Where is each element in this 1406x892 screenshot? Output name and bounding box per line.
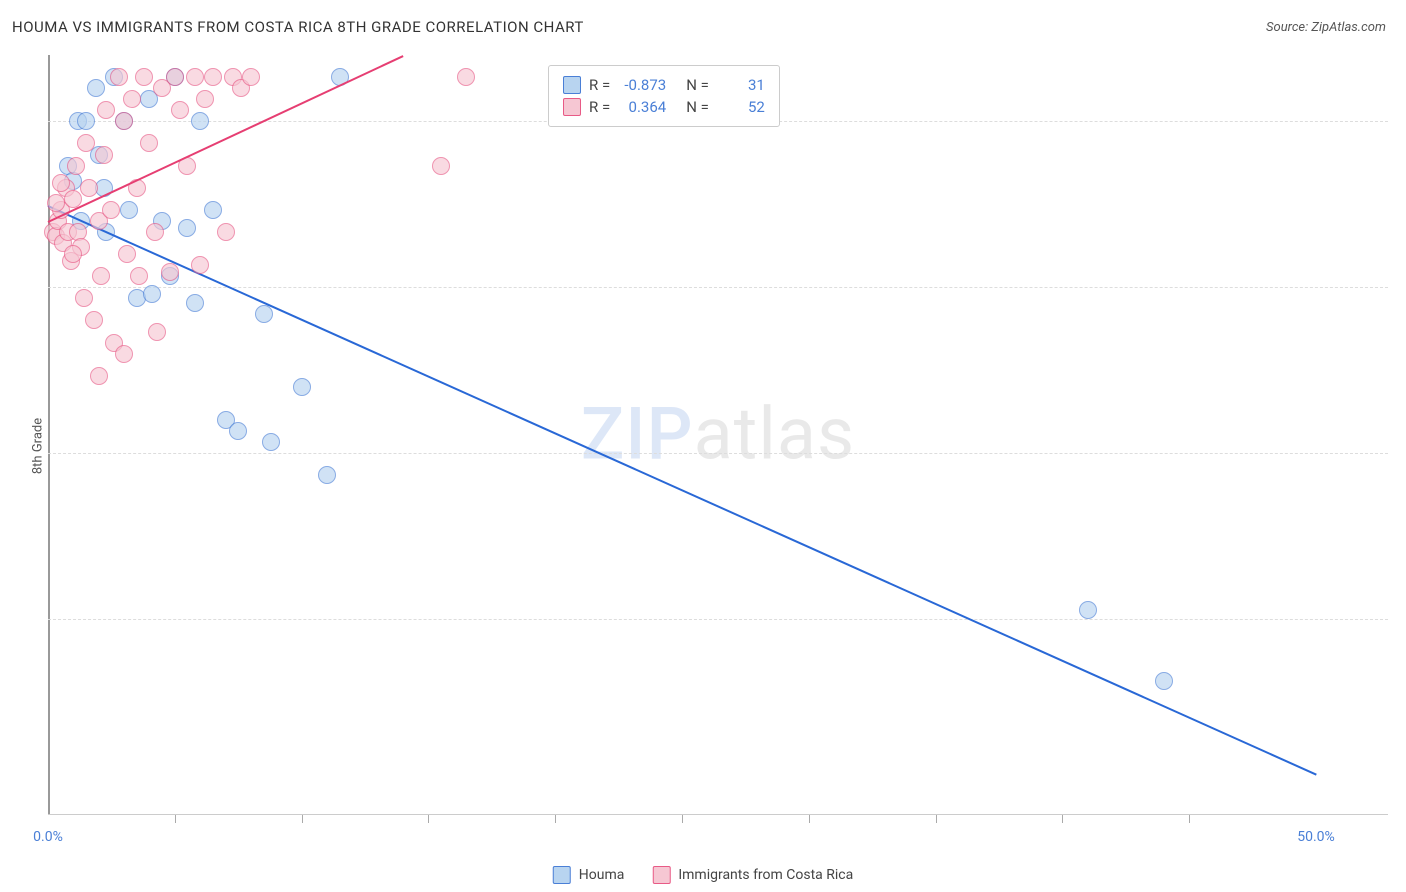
scatter-point bbox=[166, 68, 184, 86]
scatter-point bbox=[64, 245, 82, 263]
scatter-point bbox=[262, 433, 280, 451]
scatter-point bbox=[191, 112, 209, 130]
scatter-point bbox=[432, 157, 450, 175]
chart-container: ZIPatlas 100.0%92.5%85.0%77.5%0.0%50.0%R… bbox=[48, 55, 1388, 845]
scatter-point bbox=[77, 112, 95, 130]
gridline bbox=[48, 287, 1388, 288]
scatter-point bbox=[204, 201, 222, 219]
xtick-mark bbox=[428, 815, 429, 823]
xtick-mark bbox=[302, 815, 303, 823]
scatter-point bbox=[90, 367, 108, 385]
xtick-mark bbox=[555, 815, 556, 823]
scatter-point bbox=[67, 157, 85, 175]
scatter-point bbox=[80, 179, 98, 197]
chart-title: HOUMA VS IMMIGRANTS FROM COSTA RICA 8TH … bbox=[12, 18, 584, 36]
y-axis bbox=[48, 55, 50, 815]
trend-line bbox=[48, 206, 1317, 776]
scatter-point bbox=[52, 174, 70, 192]
scatter-point bbox=[191, 256, 209, 274]
xtick-mark bbox=[682, 815, 683, 823]
xtick-mark bbox=[809, 815, 810, 823]
scatter-point bbox=[293, 378, 311, 396]
scatter-point bbox=[178, 219, 196, 237]
scatter-point bbox=[148, 323, 166, 341]
scatter-point bbox=[255, 305, 273, 323]
plot-area: ZIPatlas 100.0%92.5%85.0%77.5%0.0%50.0%R… bbox=[48, 55, 1388, 845]
bottom-legend: Houma Immigrants from Costa Rica bbox=[553, 866, 854, 884]
watermark-part1: ZIP bbox=[581, 392, 694, 477]
scatter-point bbox=[161, 263, 179, 281]
xtick-mark bbox=[175, 815, 176, 823]
bottom-legend-item: Immigrants from Costa Rica bbox=[652, 866, 853, 884]
scatter-point bbox=[102, 201, 120, 219]
chart-source: Source: ZipAtlas.com bbox=[1266, 20, 1386, 35]
scatter-point bbox=[140, 134, 158, 152]
scatter-point bbox=[47, 194, 65, 212]
bottom-legend-item: Houma bbox=[553, 866, 625, 884]
legend-r-value: 0.364 bbox=[618, 98, 666, 116]
chart-header: HOUMA VS IMMIGRANTS FROM COSTA RICA 8TH … bbox=[0, 0, 1406, 48]
bottom-legend-label: Immigrants from Costa Rica bbox=[678, 867, 853, 883]
xtick-label: 50.0% bbox=[1297, 829, 1335, 845]
legend-swatch bbox=[553, 866, 571, 884]
scatter-point bbox=[217, 223, 235, 241]
scatter-point bbox=[171, 101, 189, 119]
stats-legend-row: R = -0.873 N = 31 bbox=[563, 74, 765, 96]
xtick-label: 0.0% bbox=[33, 829, 63, 845]
scatter-point bbox=[143, 285, 161, 303]
x-axis bbox=[48, 814, 1388, 815]
scatter-point bbox=[123, 90, 141, 108]
legend-r-value: -0.873 bbox=[618, 76, 666, 94]
scatter-point bbox=[186, 294, 204, 312]
xtick-mark bbox=[1189, 815, 1190, 823]
scatter-point bbox=[97, 101, 115, 119]
legend-swatch bbox=[652, 866, 670, 884]
legend-swatch bbox=[563, 98, 581, 116]
legend-r-label: R = bbox=[589, 76, 610, 94]
legend-n-value: 52 bbox=[717, 98, 765, 116]
scatter-point bbox=[229, 422, 247, 440]
legend-n-label: N = bbox=[686, 98, 709, 116]
scatter-point bbox=[1079, 601, 1097, 619]
scatter-point bbox=[118, 245, 136, 263]
scatter-point bbox=[457, 68, 475, 86]
scatter-point bbox=[110, 68, 128, 86]
scatter-point bbox=[95, 146, 113, 164]
scatter-point bbox=[92, 267, 110, 285]
scatter-point bbox=[115, 345, 133, 363]
xtick-mark bbox=[936, 815, 937, 823]
gridline bbox=[48, 619, 1388, 620]
scatter-point bbox=[242, 68, 260, 86]
scatter-point bbox=[318, 466, 336, 484]
stats-legend: R = -0.873 N = 31 R = 0.364 N = 52 bbox=[548, 65, 780, 127]
scatter-point bbox=[146, 223, 164, 241]
scatter-point bbox=[115, 112, 133, 130]
stats-legend-row: R = 0.364 N = 52 bbox=[563, 96, 765, 118]
scatter-point bbox=[75, 289, 93, 307]
legend-n-label: N = bbox=[686, 76, 709, 94]
scatter-point bbox=[1155, 672, 1173, 690]
scatter-point bbox=[77, 134, 95, 152]
legend-swatch bbox=[563, 76, 581, 94]
scatter-point bbox=[87, 79, 105, 97]
scatter-point bbox=[85, 311, 103, 329]
scatter-point bbox=[130, 267, 148, 285]
scatter-point bbox=[186, 68, 204, 86]
y-axis-label: 8th Grade bbox=[31, 418, 46, 474]
gridline bbox=[48, 453, 1388, 454]
bottom-legend-label: Houma bbox=[579, 867, 625, 883]
xtick-mark bbox=[1062, 815, 1063, 823]
watermark-part2: atlas bbox=[694, 392, 856, 477]
legend-r-label: R = bbox=[589, 98, 610, 116]
legend-n-value: 31 bbox=[717, 76, 765, 94]
scatter-point bbox=[135, 68, 153, 86]
scatter-point bbox=[204, 68, 222, 86]
scatter-point bbox=[196, 90, 214, 108]
scatter-point bbox=[120, 201, 138, 219]
